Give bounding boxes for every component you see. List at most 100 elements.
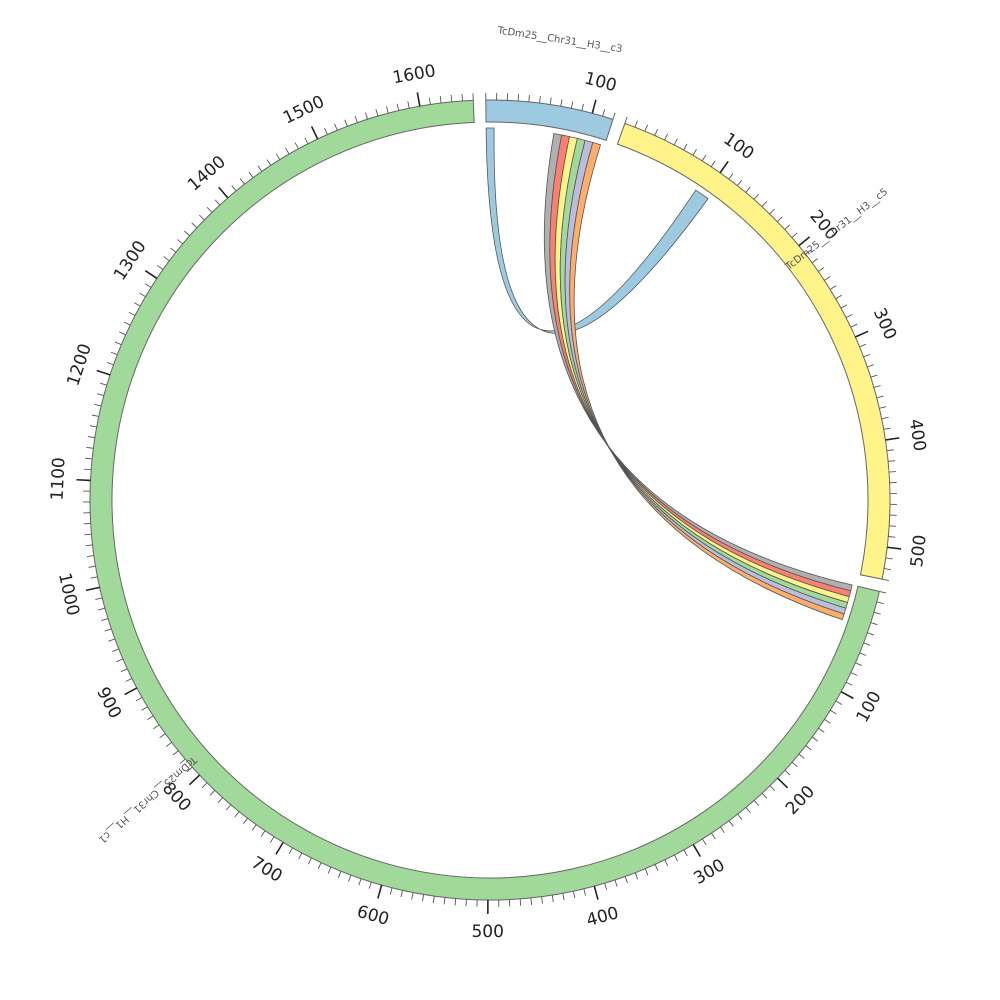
minor-tick — [863, 642, 871, 646]
minor-tick — [850, 672, 858, 676]
major-tick — [275, 841, 284, 855]
minor-tick — [454, 898, 457, 906]
minor-tick — [745, 807, 751, 814]
minor-tick — [85, 544, 93, 547]
minor-tick — [870, 374, 878, 378]
minor-tick — [234, 811, 240, 818]
major-tick — [776, 777, 789, 789]
minor-tick — [157, 265, 164, 270]
minor-tick — [288, 847, 293, 855]
minor-tick — [888, 460, 896, 462]
minor-tick — [214, 199, 221, 206]
contig-name-c3: TcDm25__Chr31__H3__c3 — [496, 25, 623, 55]
minor-tick — [334, 123, 338, 131]
minor-tick — [120, 668, 128, 673]
minor-tick — [354, 115, 358, 123]
tick-label-c1-1500: 1500 — [280, 92, 328, 129]
minor-tick — [184, 230, 191, 237]
major-tick — [885, 437, 900, 441]
minor-tick — [728, 173, 734, 180]
major-tick — [96, 369, 111, 376]
minor-tick — [95, 597, 103, 600]
tick-label-c5-100: 100 — [719, 129, 757, 164]
minor-tick — [133, 302, 141, 307]
minor-tick — [835, 294, 842, 300]
major-tick — [218, 186, 229, 199]
major-tick — [692, 844, 702, 857]
minor-tick — [91, 414, 99, 417]
minor-tick — [562, 893, 565, 901]
contig-name-c5: TcDm25__Chr31__H3__c5 — [783, 187, 890, 274]
minor-tick — [348, 874, 352, 882]
minor-tick — [191, 222, 198, 229]
minor-tick — [251, 824, 257, 831]
minor-tick — [201, 782, 208, 789]
minor-tick — [829, 285, 837, 290]
minor-tick — [882, 578, 890, 581]
minor-tick — [98, 607, 106, 611]
minor-tick — [159, 733, 166, 739]
minor-tick — [692, 149, 697, 156]
minor-tick — [572, 891, 576, 899]
minor-tick — [867, 632, 875, 636]
minor-tick — [855, 662, 862, 666]
minor-tick — [888, 536, 896, 538]
minor-tick — [368, 881, 372, 889]
minor-tick — [818, 267, 825, 272]
contig-band-c1 — [89, 99, 881, 901]
minor-tick — [719, 826, 725, 833]
minor-tick — [769, 785, 776, 792]
minor-tick — [539, 96, 541, 104]
tick-label-c1-1300: 1300 — [110, 237, 151, 284]
contig-c3: 100 TcDm25__Chr31__H3__c3 — [485, 25, 623, 141]
minor-tick — [257, 165, 263, 172]
minor-tick — [859, 343, 867, 348]
minor-tick — [560, 99, 563, 107]
minor-tick — [248, 171, 254, 178]
minor-tick — [863, 353, 871, 358]
minor-tick — [112, 648, 119, 652]
minor-tick — [110, 351, 118, 356]
major-tick — [798, 236, 811, 247]
minor-tick — [231, 185, 237, 192]
minor-tick — [163, 256, 170, 262]
minor-tick — [824, 276, 831, 281]
major-tick — [719, 160, 729, 174]
minor-tick — [879, 590, 887, 594]
minor-tick — [86, 446, 94, 449]
minor-tick — [144, 283, 152, 288]
minor-tick — [266, 159, 272, 166]
major-tick — [591, 99, 597, 114]
minor-tick — [883, 427, 891, 430]
minor-tick — [683, 143, 688, 151]
minor-tick — [104, 628, 112, 632]
minor-tick — [170, 247, 177, 253]
minor-tick — [870, 622, 878, 626]
minor-tick — [859, 652, 867, 656]
minor-tick — [389, 887, 393, 895]
minor-tick — [97, 393, 104, 396]
minor-tick — [260, 830, 266, 837]
minor-tick — [845, 681, 853, 686]
minor-tick — [128, 311, 136, 316]
major-tick — [76, 478, 91, 482]
minor-tick — [753, 193, 759, 200]
tick-label-c1-500: 500 — [471, 922, 504, 942]
minor-tick — [728, 820, 734, 827]
minor-tick — [701, 154, 707, 162]
minor-tick — [165, 741, 173, 747]
minor-tick — [614, 879, 618, 887]
tick-label-c1-900: 900 — [92, 684, 125, 722]
minor-tick — [753, 800, 760, 806]
minor-tick — [850, 323, 858, 328]
minor-tick — [711, 832, 716, 840]
major-tick — [144, 269, 158, 280]
minor-tick — [317, 862, 322, 870]
minor-tick — [581, 103, 584, 111]
minor-tick — [396, 103, 400, 111]
minor-tick — [885, 557, 893, 560]
minor-tick — [358, 878, 362, 886]
minor-tick — [830, 709, 837, 715]
minor-tick — [411, 892, 414, 900]
